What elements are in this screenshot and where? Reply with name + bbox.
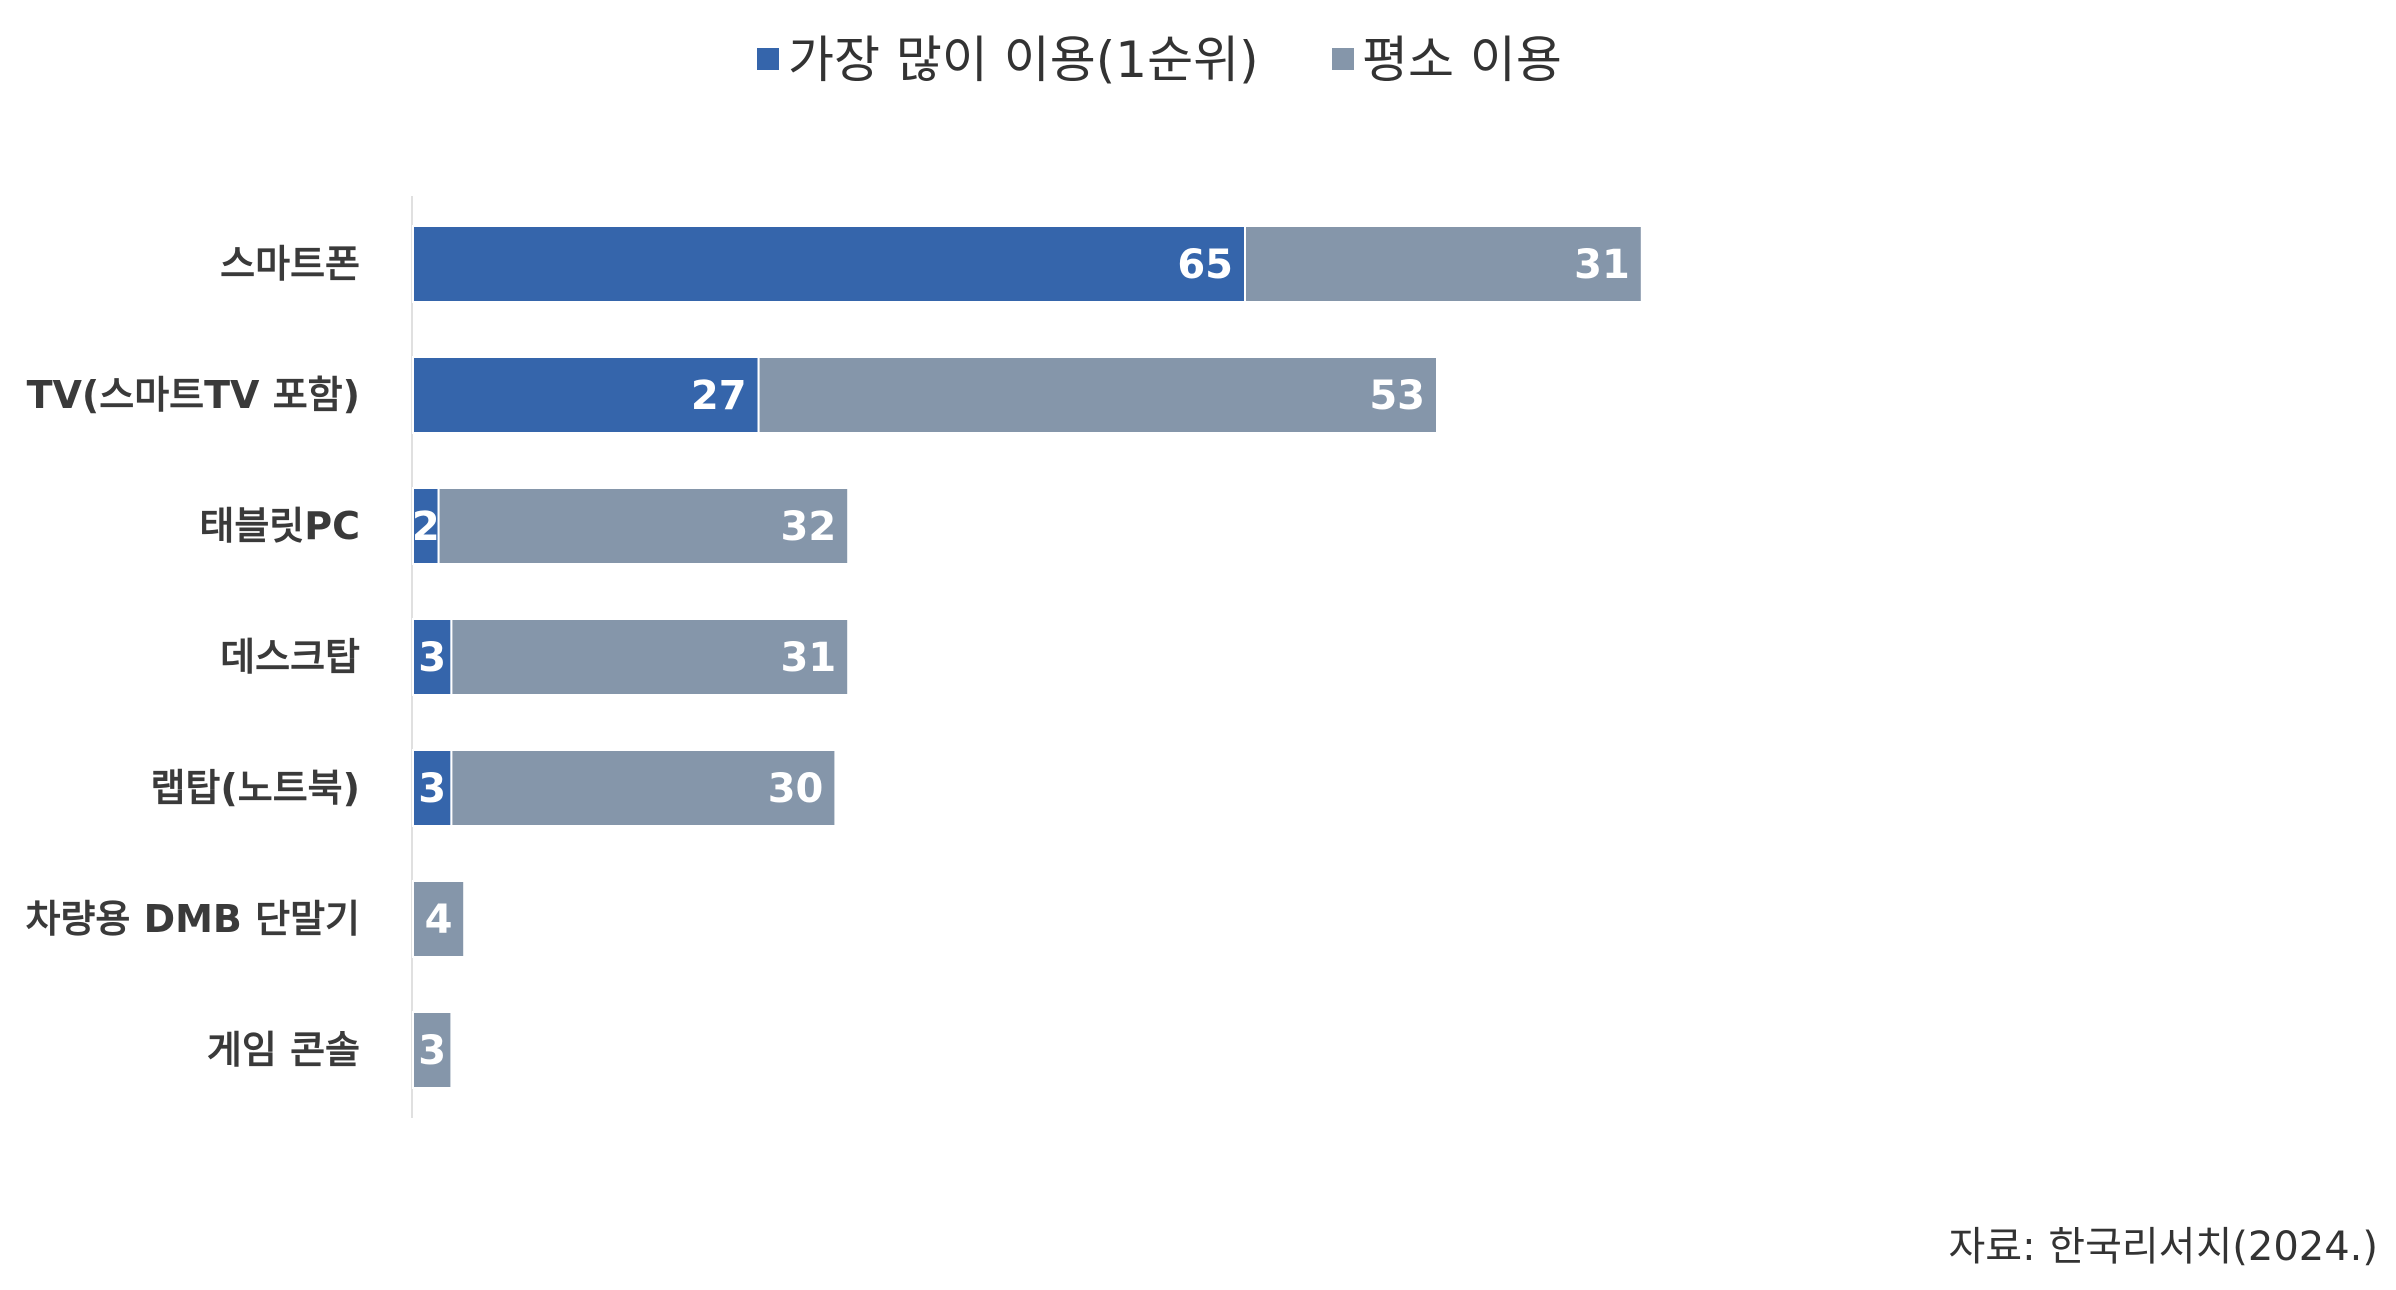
data-label: 4 xyxy=(425,897,453,943)
data-label: 53 xyxy=(1369,373,1425,419)
data-label: 65 xyxy=(1177,242,1233,288)
data-label: 3 xyxy=(418,635,446,681)
data-label: 3 xyxy=(418,1028,446,1074)
data-label: 32 xyxy=(781,504,837,550)
bar-segment xyxy=(412,487,440,565)
legend-label-primary: 가장 많이 이용(1순위) xyxy=(788,31,1259,89)
legend-label-secondary: 평소 이용 xyxy=(1362,31,1562,89)
legend: 가장 많이 이용(1순위) 평소 이용 xyxy=(757,31,1562,89)
bars xyxy=(412,225,1643,1089)
data-label: 3 xyxy=(418,766,446,812)
category-label: 스마트폰 xyxy=(220,242,360,286)
legend-swatch-primary xyxy=(757,48,779,70)
bar-segment xyxy=(412,1011,453,1089)
value-labels: 65 31 27 53 2 32 3 31 3 30 4 3 xyxy=(412,242,1630,1074)
category-label: 랩탑(노트북) xyxy=(150,766,360,810)
bar-segment xyxy=(450,618,850,696)
category-label: TV(스마트TV 포함) xyxy=(27,373,360,417)
data-label: 31 xyxy=(781,635,837,681)
bar-segment xyxy=(412,225,1246,303)
category-label: 게임 콘솔 xyxy=(207,1028,360,1072)
bar-segment xyxy=(757,356,1438,434)
category-label: 차량용 DMB 단말기 xyxy=(25,897,360,941)
bar-segment xyxy=(412,880,466,958)
bar-segment xyxy=(437,487,850,565)
data-label: 31 xyxy=(1574,242,1630,288)
data-label: 2 xyxy=(412,504,440,550)
bar-segment xyxy=(450,749,837,827)
data-label: 30 xyxy=(768,766,824,812)
category-label: 태블릿PC xyxy=(199,504,360,548)
source-note: 자료: 한국리서치(2024.) xyxy=(1948,1224,2378,1270)
data-label: 27 xyxy=(691,373,747,419)
bar-segment xyxy=(412,356,760,434)
bar-segment xyxy=(1244,225,1643,303)
legend-swatch-secondary xyxy=(1332,48,1354,70)
category-label: 데스크탑 xyxy=(220,635,360,679)
